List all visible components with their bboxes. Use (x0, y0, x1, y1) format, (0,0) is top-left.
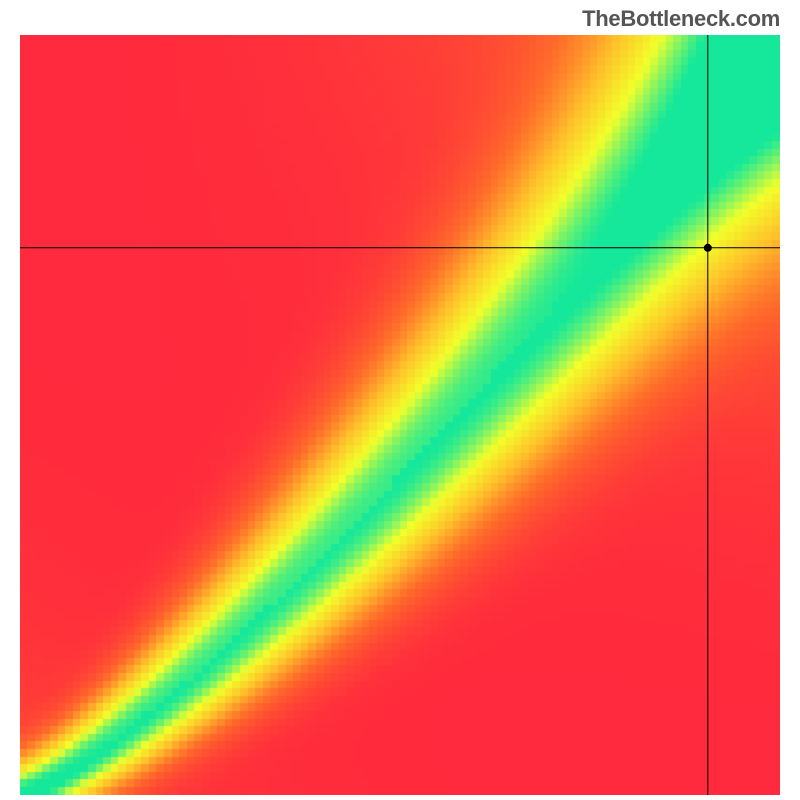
plot-area (20, 35, 780, 795)
heatmap-canvas (20, 35, 780, 795)
watermark-text: TheBottleneck.com (582, 6, 780, 32)
chart-container: TheBottleneck.com (0, 0, 800, 800)
